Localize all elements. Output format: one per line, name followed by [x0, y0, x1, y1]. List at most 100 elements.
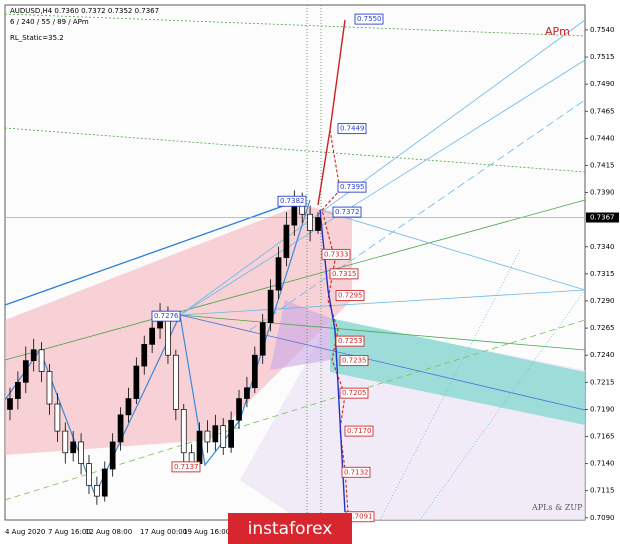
level-box	[354, 13, 384, 25]
y-tick-label: 0.7315	[590, 270, 615, 278]
header-line: RL_Static=35.2	[10, 34, 64, 42]
y-tick-label: 0.7390	[590, 189, 615, 197]
y-tick-label: 0.7415	[590, 161, 615, 169]
fan-line	[179, 289, 586, 316]
y-tick-label: 0.7290	[590, 297, 615, 305]
candle-body	[251, 354, 258, 389]
level-label: 0.7315	[332, 270, 357, 278]
candle-body	[228, 419, 234, 448]
fan-line	[319, 209, 586, 291]
level-label: 0.7235	[342, 357, 367, 365]
candle-body	[267, 289, 274, 324]
candle-body	[307, 213, 313, 231]
teal-zone	[330, 318, 585, 425]
candle-body	[196, 430, 203, 464]
header-line: AUDUSD,H4 0.7360 0.7372 0.7352 0.7367	[10, 7, 159, 15]
candle-body	[101, 468, 108, 497]
pink-zone	[5, 205, 352, 455]
violet-zone	[270, 300, 330, 370]
x-tick-label: 7 Aug 16:00	[48, 528, 91, 536]
level-label: 0.7091	[348, 513, 373, 521]
candle-body	[236, 398, 242, 421]
level-box	[151, 310, 181, 322]
trend-line	[179, 314, 586, 351]
candle-body	[259, 322, 266, 356]
y-tick-label: 0.7140	[590, 460, 615, 468]
y-tick-label: 0.7165	[590, 433, 615, 441]
y-tick-label: 0.7115	[590, 487, 615, 495]
y-tick-label: 0.7490	[590, 80, 615, 88]
candle-body	[180, 409, 187, 454]
y-tick-label: 0.7465	[590, 107, 615, 115]
dynamic: 0.7090 0.7115 0.7140 0.7165 0.7190 0.7215 0.72…	[5, 13, 619, 536]
level-label: 0.7382	[280, 197, 305, 205]
level-label: 0.7276	[154, 312, 179, 320]
candle-body	[117, 414, 124, 443]
level-label: 0.7550	[357, 15, 382, 23]
y-tick-label: 0.7515	[590, 53, 615, 61]
candle-body	[141, 344, 148, 367]
y-tick-label: 0.7240	[590, 351, 615, 359]
candle-body	[38, 349, 45, 372]
level-label: 0.7137	[174, 463, 199, 471]
watermark: instaforex	[248, 519, 333, 539]
level-box	[329, 268, 359, 280]
current-price-label: 0.7367	[590, 214, 615, 222]
candle-body	[70, 441, 77, 454]
current-price-box	[586, 212, 619, 223]
candle-body	[7, 398, 13, 410]
level-box	[321, 248, 351, 260]
candle-body	[149, 327, 156, 345]
fib-line	[4, 127, 586, 173]
x-tick-label: 17 Aug 00:00	[140, 528, 187, 536]
fib-line	[4, 13, 586, 37]
level-box	[339, 387, 369, 399]
level-label: 0.7295	[338, 292, 363, 300]
time-line	[419, 289, 586, 521]
level-label: 0.7449	[340, 125, 365, 133]
level-label: 0.7395	[340, 183, 365, 191]
trend-line	[4, 319, 586, 501]
projection	[321, 129, 349, 513]
candle-body	[15, 381, 21, 399]
y-tick-label: 0.7215	[590, 378, 615, 386]
y-tick-label: 0.7265	[590, 324, 615, 332]
level-box	[341, 466, 371, 478]
fan-line	[179, 19, 586, 316]
level-box	[171, 461, 201, 473]
level-label: 0.7372	[335, 208, 360, 216]
candle-body	[54, 403, 61, 432]
candle-body	[212, 425, 219, 443]
y-tick-label: 0.7540	[590, 26, 615, 34]
level-label: 0.7253	[338, 337, 363, 345]
x-tick-label: 19 Aug 16:00	[183, 528, 230, 536]
level-label: 0.7132	[344, 468, 369, 476]
candle-body	[86, 463, 92, 486]
credit: APLs & ZUP	[531, 503, 583, 512]
brand: APm	[545, 25, 570, 38]
candle-body	[125, 398, 132, 416]
level-box	[337, 123, 367, 135]
watermark-box	[228, 513, 352, 544]
level-box	[339, 355, 369, 367]
candle-body	[283, 224, 290, 258]
candle-body	[62, 430, 69, 454]
candle-body	[46, 371, 53, 405]
level-box	[332, 206, 362, 218]
y-tick-label: 0.7340	[590, 243, 615, 251]
candle-body	[275, 257, 282, 291]
level-box	[335, 335, 365, 347]
x-tick-label: 12 Aug 08:00	[85, 528, 132, 536]
candle-body	[78, 441, 84, 464]
level-box	[277, 195, 307, 207]
candle-body	[30, 349, 37, 361]
candle-body	[94, 484, 100, 497]
y-tick-label: 0.7440	[590, 134, 615, 142]
candle-body	[204, 430, 211, 443]
level-label: 0.7170	[347, 427, 372, 435]
candle-body	[172, 354, 179, 410]
x-tick-label: 4 Aug 2020	[5, 528, 45, 536]
y-tick-label: 0.7190	[590, 405, 615, 413]
y-tick-label: 0.7090	[590, 514, 615, 522]
